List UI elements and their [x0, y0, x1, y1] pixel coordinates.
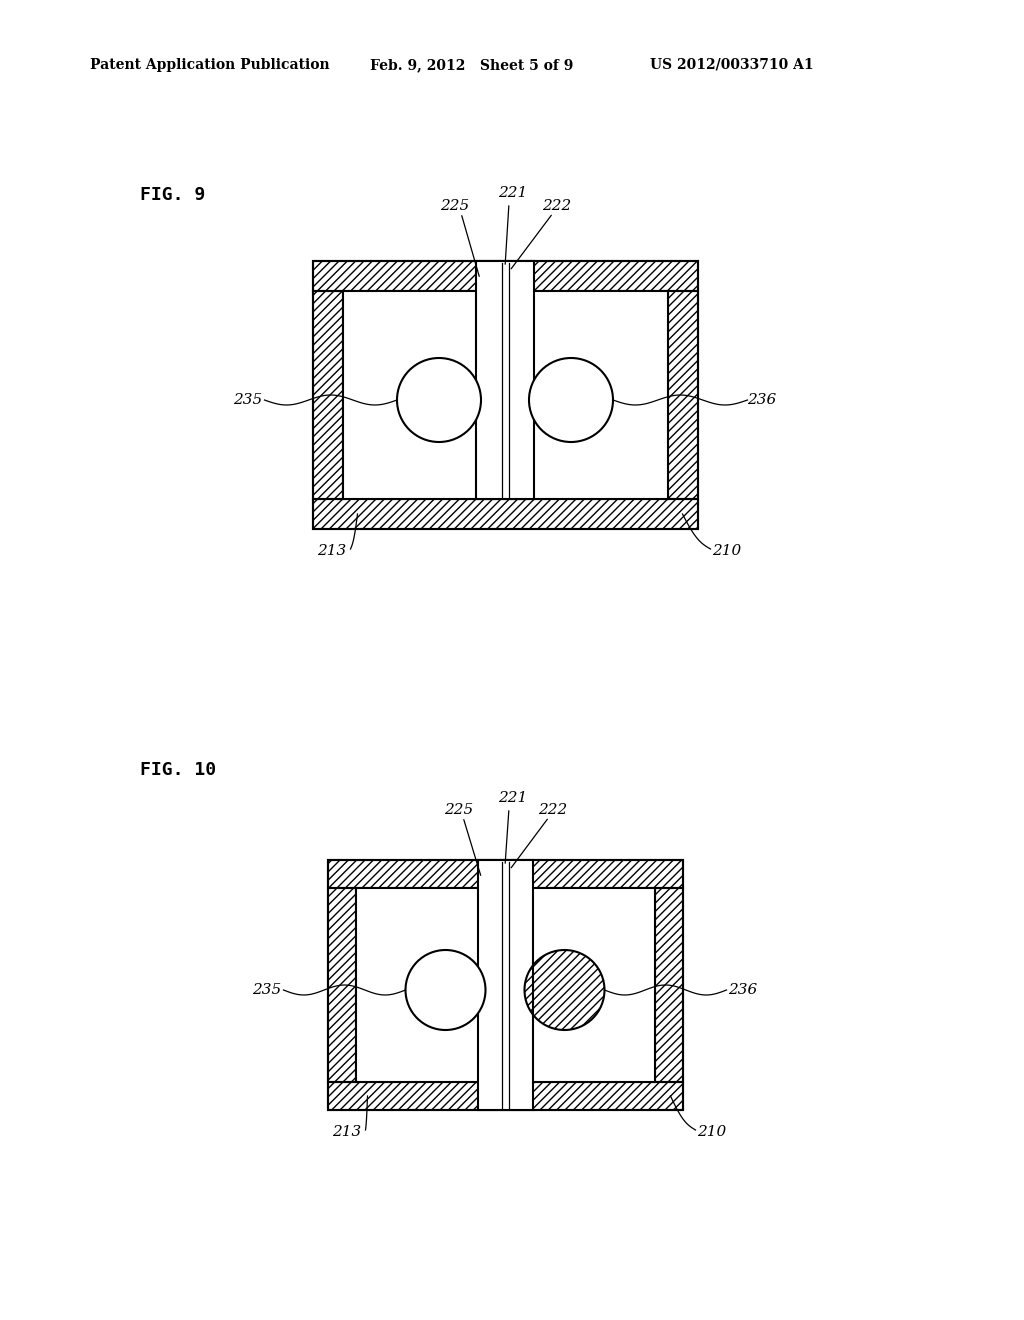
Ellipse shape: [406, 950, 485, 1030]
Bar: [312, 499, 697, 529]
Bar: [328, 861, 683, 888]
Bar: [668, 290, 697, 499]
Text: 210: 210: [697, 1125, 727, 1139]
Bar: [328, 888, 355, 1082]
Text: 222: 222: [543, 199, 571, 213]
Bar: [312, 261, 697, 290]
Text: 225: 225: [444, 803, 474, 817]
Text: 221: 221: [499, 791, 527, 805]
Bar: [342, 290, 668, 499]
Bar: [312, 290, 342, 499]
Text: 235: 235: [252, 983, 282, 997]
Text: 221: 221: [499, 186, 527, 201]
Text: 213: 213: [317, 544, 347, 558]
Text: 225: 225: [440, 199, 470, 213]
Text: US 2012/0033710 A1: US 2012/0033710 A1: [650, 58, 814, 73]
Text: 235: 235: [233, 393, 262, 407]
Text: Patent Application Publication: Patent Application Publication: [90, 58, 330, 73]
Bar: [477, 861, 532, 1110]
Bar: [312, 261, 697, 290]
Text: Feb. 9, 2012   Sheet 5 of 9: Feb. 9, 2012 Sheet 5 of 9: [370, 58, 573, 73]
Text: 210: 210: [713, 544, 741, 558]
Text: 236: 236: [728, 983, 758, 997]
Bar: [355, 888, 654, 1082]
Ellipse shape: [529, 358, 613, 442]
Ellipse shape: [397, 358, 481, 442]
Bar: [476, 261, 534, 499]
Text: FIG. 9: FIG. 9: [140, 186, 205, 205]
Bar: [328, 861, 683, 1110]
Bar: [312, 261, 697, 529]
Text: 222: 222: [539, 803, 567, 817]
Bar: [328, 1082, 683, 1110]
Text: FIG. 10: FIG. 10: [140, 762, 216, 779]
Text: 236: 236: [748, 393, 777, 407]
Bar: [654, 888, 683, 1082]
Text: 213: 213: [333, 1125, 361, 1139]
